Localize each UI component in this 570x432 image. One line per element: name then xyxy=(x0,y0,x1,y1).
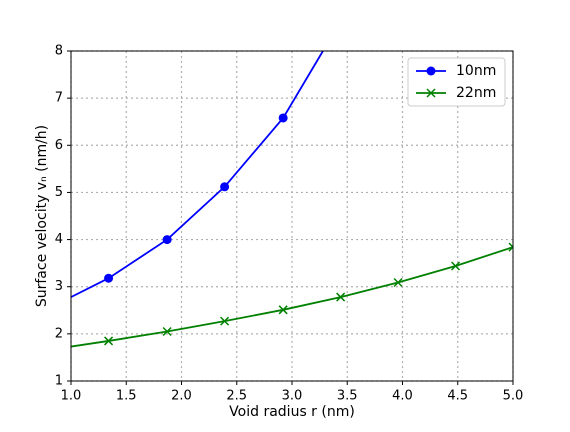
legend-label: 10nm xyxy=(456,63,496,79)
plot-area xyxy=(71,51,513,348)
y-tick-label: 6 xyxy=(55,138,63,153)
y-tick-label: 2 xyxy=(55,326,63,341)
x-tick-label: 1.5 xyxy=(116,389,137,404)
marker xyxy=(393,277,403,288)
x-tick-label: 3.0 xyxy=(282,389,303,404)
marker xyxy=(451,261,461,271)
legend-marker xyxy=(426,66,436,76)
legend-label: 22nm xyxy=(456,85,496,101)
legend-marker xyxy=(426,88,436,98)
x-axis-label: Void radius r (nm) xyxy=(229,404,355,420)
x-tick-label: 2.0 xyxy=(171,389,192,404)
marker xyxy=(162,326,172,337)
marker xyxy=(104,273,114,283)
marker xyxy=(220,182,230,192)
marker xyxy=(336,292,346,302)
x-tick-label: 4.0 xyxy=(392,389,413,404)
y-axis-label: Surface velocity vₙ (nm/h) xyxy=(34,125,50,307)
y-tick-label: 1 xyxy=(55,374,63,389)
marker xyxy=(278,113,288,123)
x-tick-label: 3.5 xyxy=(337,389,358,404)
y-tick-label: 7 xyxy=(55,91,63,106)
y-tick-label: 5 xyxy=(55,185,63,200)
y-tick-label: 4 xyxy=(55,232,63,247)
x-tick-label: 4.5 xyxy=(447,389,468,404)
series-line xyxy=(71,51,324,298)
plot-frame xyxy=(70,50,514,382)
marker xyxy=(104,336,114,346)
y-tick-label: 3 xyxy=(55,279,63,294)
marker xyxy=(162,235,172,245)
marker xyxy=(278,305,288,315)
y-tick-label: 8 xyxy=(55,44,63,59)
x-tick-label: 5.0 xyxy=(503,389,524,404)
marker xyxy=(508,242,513,252)
x-tick-label: 2.5 xyxy=(226,389,247,404)
marker xyxy=(220,316,230,326)
x-tick-label: 1.0 xyxy=(61,389,82,404)
